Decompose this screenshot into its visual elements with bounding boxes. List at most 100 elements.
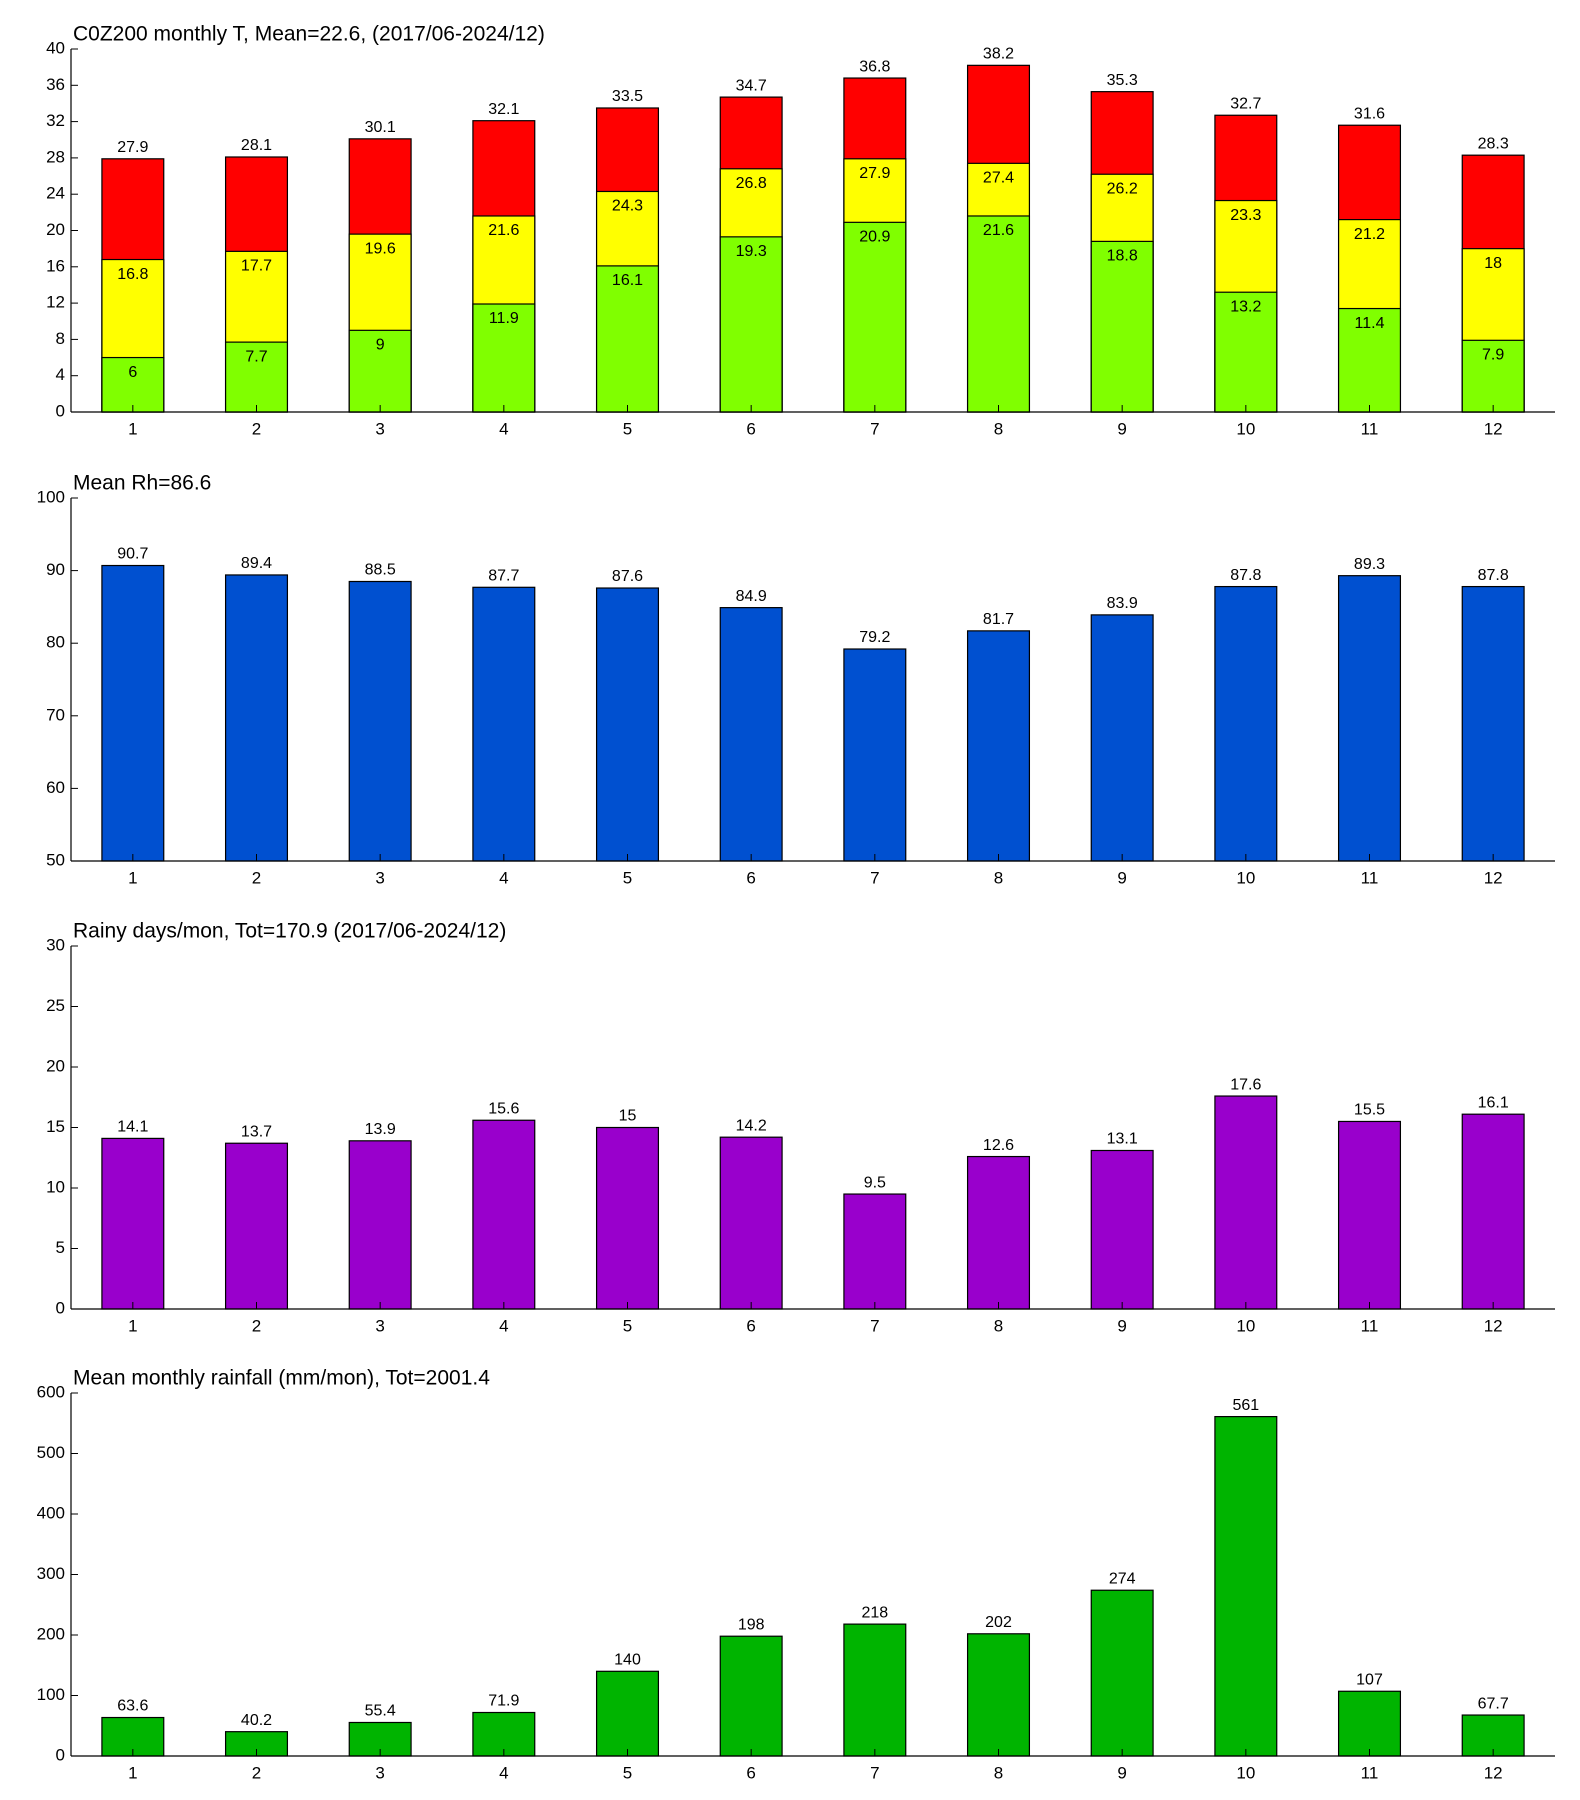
x-tick-label: 7 [870,1316,879,1335]
x-tick-label: 12 [1484,1316,1503,1335]
chart-title: Mean Rh=86.6 [73,472,211,495]
data-label: 14.2 [736,1117,767,1134]
bar [719,1136,783,1310]
data-label: 6 [128,364,137,381]
y-tick-label: 30 [46,935,65,954]
x-tick-label: 3 [375,419,384,438]
x-tick-label: 6 [746,1763,755,1782]
y-tick-label: 60 [46,778,65,797]
data-label: 32.7 [1230,95,1261,112]
x-tick-label: 8 [994,1316,1003,1335]
bar [1090,1589,1154,1757]
data-label: 89.4 [241,555,272,572]
data-label: 36.8 [859,58,890,75]
bar [1337,1120,1402,1310]
data-label: 28.1 [241,137,272,154]
data-label: 27.9 [117,139,148,156]
x-tick-label: 1 [128,1316,137,1335]
y-tick-label: 400 [37,1503,65,1522]
data-label: 32.1 [488,101,519,118]
x-tick-label: 12 [1484,419,1503,438]
data-label: 88.5 [365,562,396,579]
y-tick-label: 600 [37,1382,65,1401]
bar [719,1635,783,1757]
data-label: 87.8 [1478,567,1509,584]
data-label: 87.8 [1230,567,1261,584]
data-label: 21.2 [1354,226,1385,243]
x-tick-label: 8 [994,1763,1003,1782]
data-label: 26.2 [1107,180,1138,197]
x-tick-label: 8 [994,868,1003,887]
y-tick-label: 0 [56,1298,65,1317]
x-tick-label: 3 [375,1763,384,1782]
bar [101,1137,165,1310]
data-label: 12.6 [983,1137,1014,1154]
data-label: 87.6 [612,568,643,585]
bar [348,1140,412,1310]
x-tick-label: 4 [499,1763,508,1782]
data-label: 87.7 [488,568,519,585]
bar [348,329,412,413]
data-label: 274 [1109,1570,1136,1587]
y-tick-label: 100 [37,487,65,506]
x-tick-label: 6 [746,868,755,887]
y-tick-label: 12 [46,293,65,312]
x-tick-label: 9 [1117,1763,1126,1782]
x-tick-label: 12 [1484,1763,1503,1782]
y-tick-label: 20 [46,1056,65,1075]
data-label: 561 [1232,1397,1259,1414]
bar [595,1670,660,1757]
bar [101,564,165,862]
x-tick-label: 1 [128,419,137,438]
bar [1461,1113,1525,1310]
data-label: 15 [619,1108,637,1125]
bar [595,265,660,413]
data-label: 16.1 [1478,1094,1509,1111]
y-tick-label: 200 [37,1624,65,1643]
bar [595,587,660,862]
x-tick-label: 10 [1236,419,1255,438]
data-label: 15.6 [488,1100,519,1117]
y-tick-label: 500 [37,1443,65,1462]
data-label: 15.5 [1354,1102,1385,1119]
data-label: 30.1 [365,119,396,136]
data-label: 20.9 [859,229,890,246]
x-tick-label: 2 [252,1316,261,1335]
x-tick-label: 3 [375,1316,384,1335]
data-label: 21.6 [488,222,519,239]
bar [843,221,907,413]
y-tick-label: 70 [46,705,65,724]
bar [472,1711,536,1757]
data-label: 83.9 [1107,595,1138,612]
data-label: 13.9 [365,1121,396,1138]
data-label: 19.3 [736,243,767,260]
data-label: 16.1 [612,272,643,289]
bar [719,236,783,413]
bar [224,1142,289,1310]
x-tick-label: 7 [870,1763,879,1782]
data-label: 38.2 [983,46,1014,63]
data-label: 24.3 [612,198,643,215]
bar [966,630,1031,862]
y-tick-label: 40 [46,38,65,57]
y-tick-label: 300 [37,1564,65,1583]
x-tick-label: 9 [1117,1316,1126,1335]
bar [348,580,412,862]
x-tick-label: 12 [1484,868,1503,887]
x-tick-label: 9 [1117,419,1126,438]
bar [1214,1415,1278,1757]
x-tick-label: 10 [1236,1763,1255,1782]
chart-title: Rainy days/mon, Tot=170.9 (2017/06-2024/… [73,920,506,943]
y-tick-label: 15 [46,1117,65,1136]
data-label: 18.8 [1107,248,1138,265]
bar [595,1126,660,1310]
bar [472,1119,536,1310]
x-tick-label: 4 [499,419,508,438]
bar [1090,1149,1154,1310]
x-tick-label: 2 [252,868,261,887]
bar [966,215,1031,413]
data-label: 198 [738,1616,765,1633]
data-label: 16.8 [117,266,148,283]
x-tick-label: 10 [1236,868,1255,887]
